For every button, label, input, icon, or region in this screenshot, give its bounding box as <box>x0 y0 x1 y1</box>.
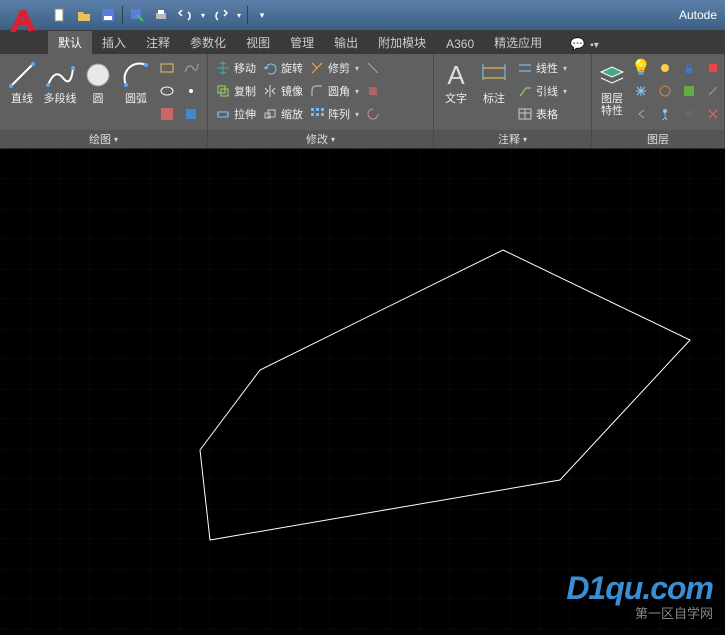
app-logo[interactable] <box>4 4 44 52</box>
layer-lock-icon[interactable] <box>678 57 700 79</box>
watermark-main: D1qu.com <box>566 570 713 607</box>
mod-extra1-icon[interactable] <box>362 57 384 79</box>
qat-plot-icon[interactable] <box>150 4 172 26</box>
panel-modify: 移动 旋转 修剪▾ 复制 镜像 圆角▾ 拉伸 缩放 阵列▾ <box>208 54 434 148</box>
layer-walk-icon[interactable] <box>654 103 676 125</box>
panel-annotate-title[interactable]: 注释▾ <box>434 130 591 148</box>
qat-saveas-icon[interactable] <box>126 4 148 26</box>
qat-redo-dd-icon[interactable]: ▾ <box>234 4 244 26</box>
text-button[interactable]: A 文字 <box>438 57 474 130</box>
drawing-canvas[interactable] <box>0 149 725 630</box>
tab-parametric[interactable]: 参数化 <box>180 31 236 54</box>
scale-button[interactable]: 缩放 <box>259 103 306 125</box>
watermark: D1qu.com 第一区自学网 <box>566 570 713 622</box>
fillet-button[interactable]: 圆角▾ <box>306 80 362 102</box>
panel-layers-title[interactable]: 图层 <box>592 130 724 148</box>
tab-addons[interactable]: 附加模块 <box>368 31 436 54</box>
polyline-button[interactable]: 多段线 <box>42 57 78 130</box>
tab-default[interactable]: 默认 <box>48 31 92 54</box>
ellipse-icon[interactable] <box>156 80 178 102</box>
layerprops-button[interactable]: 图层 特性 <box>596 57 628 130</box>
copy-button[interactable]: 复制 <box>212 80 259 102</box>
ribbon: 直线 多段线 圆 圆弧 <box>0 54 725 149</box>
tab-view[interactable]: 视图 <box>236 31 280 54</box>
layer-match-icon[interactable] <box>678 80 700 102</box>
table-button[interactable]: 表格 <box>514 103 570 125</box>
tab-insert[interactable]: 插入 <box>92 31 136 54</box>
qat-redo-icon[interactable] <box>210 4 232 26</box>
mirror-button[interactable]: 镜像 <box>259 80 306 102</box>
mod-extra3-icon[interactable] <box>362 103 384 125</box>
trim-button[interactable]: 修剪▾ <box>306 57 362 79</box>
linetype-button[interactable]: 线性▾ <box>514 57 570 79</box>
line-button[interactable]: 直线 <box>4 57 40 130</box>
region-icon[interactable] <box>180 103 202 125</box>
spline-icon[interactable] <box>180 57 202 79</box>
tab-minimize-icon[interactable]: ▪▾ <box>580 37 609 54</box>
layer-sun-icon[interactable] <box>654 57 676 79</box>
layer-prev-icon[interactable] <box>630 103 652 125</box>
layer-bulb-icon[interactable]: 💡 <box>630 57 652 79</box>
panel-draw: 直线 多段线 圆 圆弧 <box>0 54 208 148</box>
tab-featured[interactable]: 精选应用 <box>484 31 552 54</box>
panel-modify-title[interactable]: 修改▾ <box>208 130 433 148</box>
layer-freeze-icon[interactable] <box>630 80 652 102</box>
app-title: Autode <box>679 8 721 22</box>
mod-extra2-icon[interactable] <box>362 80 384 102</box>
layer-off-icon[interactable] <box>678 103 700 125</box>
move-button[interactable]: 移动 <box>212 57 259 79</box>
qat-undo-icon[interactable] <box>174 4 196 26</box>
tab-a360[interactable]: A360 <box>436 34 484 54</box>
array-button[interactable]: 阵列▾ <box>306 103 362 125</box>
layer-del-icon[interactable] <box>702 103 724 125</box>
rect-icon[interactable] <box>156 57 178 79</box>
arc-button[interactable]: 圆弧 <box>118 57 154 130</box>
point-icon[interactable] <box>180 80 202 102</box>
dim-button[interactable]: 标注 <box>476 57 512 130</box>
qat-open-icon[interactable] <box>73 4 95 26</box>
panel-layers: 图层 特性 💡 <box>592 54 725 148</box>
svg-text:A: A <box>447 60 465 90</box>
layer-merge-icon[interactable] <box>702 80 724 102</box>
qat-save-icon[interactable] <box>97 4 119 26</box>
circle-button[interactable]: 圆 <box>80 57 116 130</box>
leader-button[interactable]: 引线▾ <box>514 80 570 102</box>
ribbon-tabs: 默认 插入 注释 参数化 视图 管理 输出 附加模块 A360 精选应用 💬 ▪… <box>0 30 725 54</box>
tab-manage[interactable]: 管理 <box>280 31 324 54</box>
tab-search-icon[interactable]: 💬 <box>560 34 580 54</box>
quick-access-toolbar: ▾ ▾ ▾ Autode <box>0 0 725 30</box>
panel-annotate: A 文字 标注 线性▾ 引线▾ 表格 注释▾ <box>434 54 592 148</box>
qat-custom-dd-icon[interactable]: ▾ <box>251 4 273 26</box>
qat-new-icon[interactable] <box>49 4 71 26</box>
panel-draw-title[interactable]: 绘图▾ <box>0 130 207 148</box>
qat-undo-dd-icon[interactable]: ▾ <box>198 4 208 26</box>
layer-iso-icon[interactable] <box>654 80 676 102</box>
stretch-button[interactable]: 拉伸 <box>212 103 259 125</box>
layer-color-icon[interactable] <box>702 57 724 79</box>
rotate-button[interactable]: 旋转 <box>259 57 306 79</box>
hatch-icon[interactable] <box>156 103 178 125</box>
tab-annotate[interactable]: 注释 <box>136 31 180 54</box>
tab-output[interactable]: 输出 <box>324 31 368 54</box>
